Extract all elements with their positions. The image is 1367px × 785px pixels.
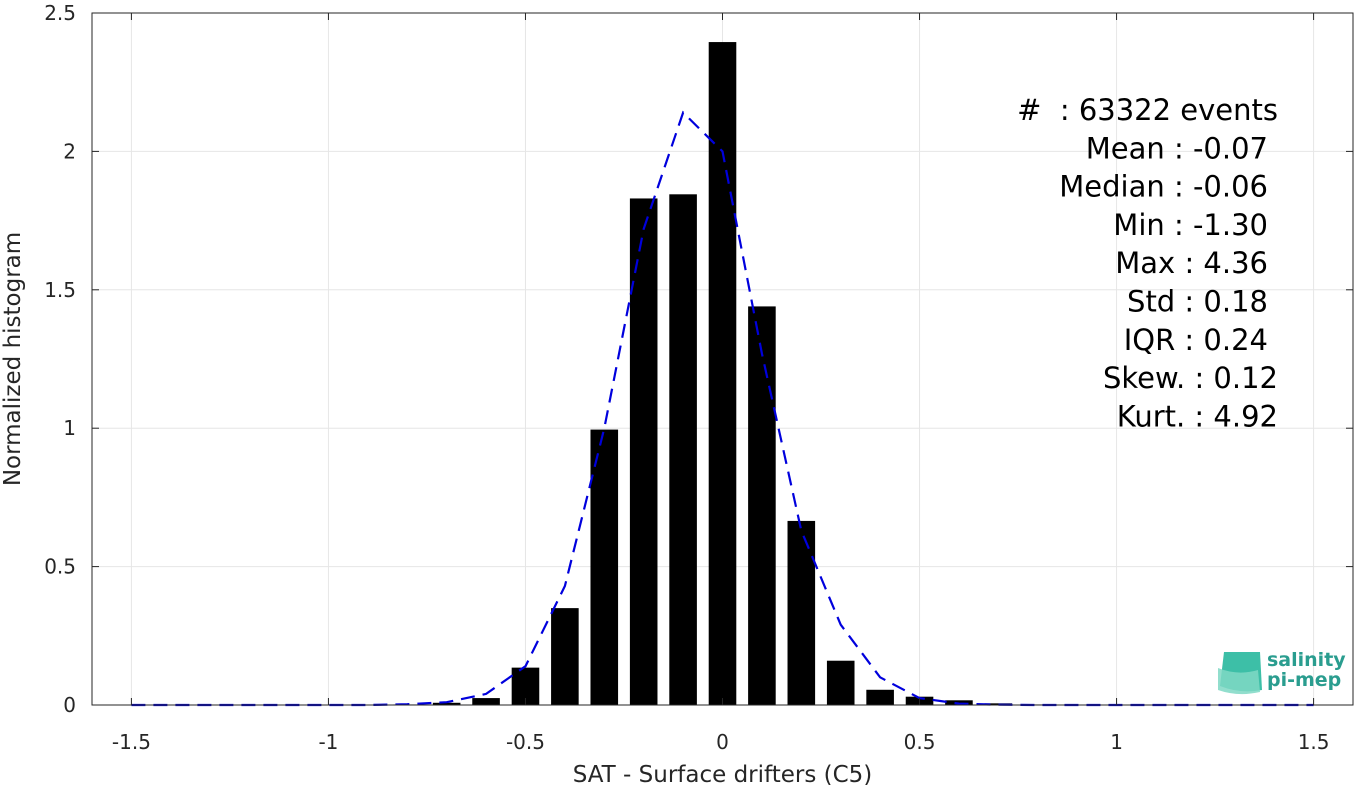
y-tick-label: 1 (63, 416, 76, 440)
histogram-bar (984, 703, 1013, 705)
x-tick-label: 0.5 (904, 730, 936, 754)
stat-line: Median : -0.06 (1059, 170, 1268, 204)
y-axis-label: Normalized histogram (0, 232, 26, 486)
salinity-pimep-logo: salinity pi-mep (1218, 649, 1346, 695)
y-tick-label: 0 (63, 693, 76, 717)
x-tick-label: -1.5 (112, 730, 151, 754)
stats-box: # : 63322 events Mean : -0.07 Median : -0.… (1017, 93, 1278, 433)
logo-wave-shadow (1218, 668, 1260, 695)
histogram-bar (748, 306, 776, 705)
ticks: -1.5 -1 -0.5 0 0.5 1 1.5 0 0.5 1 1.5 2 2.5 (44, 1, 1353, 754)
histogram-bar (669, 194, 697, 705)
histogram-bar (866, 689, 894, 705)
x-tick-label: -0.5 (506, 730, 545, 754)
stat-line: Skew. : 0.12 (1103, 361, 1278, 395)
stat-line: Std : 0.18 (1127, 285, 1268, 319)
histogram-bar (590, 429, 619, 705)
x-tick-label: 1 (1110, 730, 1123, 754)
stat-line: Mean : -0.07 (1086, 131, 1268, 165)
histogram-bar (432, 702, 461, 705)
stat-line: # : 63322 events (1017, 93, 1278, 127)
histogram-bar (551, 608, 579, 705)
stat-line: IQR : 0.24 (1124, 323, 1268, 357)
x-axis-label: SAT - Surface drifters (C5) (573, 762, 873, 785)
logo-line2: pi-mep (1267, 669, 1341, 691)
histogram-bar (826, 660, 855, 705)
y-tick-label: 2 (63, 139, 76, 163)
stat-line: Max : 4.36 (1115, 246, 1268, 280)
y-tick-label: 1.5 (44, 278, 76, 302)
bars (117, 42, 1328, 705)
logo-line1: salinity (1267, 649, 1346, 671)
histogram-bar (629, 198, 658, 705)
stat-line: Min : -1.30 (1113, 208, 1268, 242)
y-tick-label: 2.5 (44, 1, 76, 25)
y-tick-label: 0.5 (44, 555, 76, 579)
x-tick-label: 1.5 (1298, 730, 1330, 754)
x-tick-label: 0 (716, 730, 729, 754)
histogram-bar (472, 698, 500, 705)
histogram-bar (787, 520, 816, 705)
stat-line: Kurt. : 4.92 (1117, 399, 1278, 433)
x-tick-label: -1 (318, 730, 338, 754)
